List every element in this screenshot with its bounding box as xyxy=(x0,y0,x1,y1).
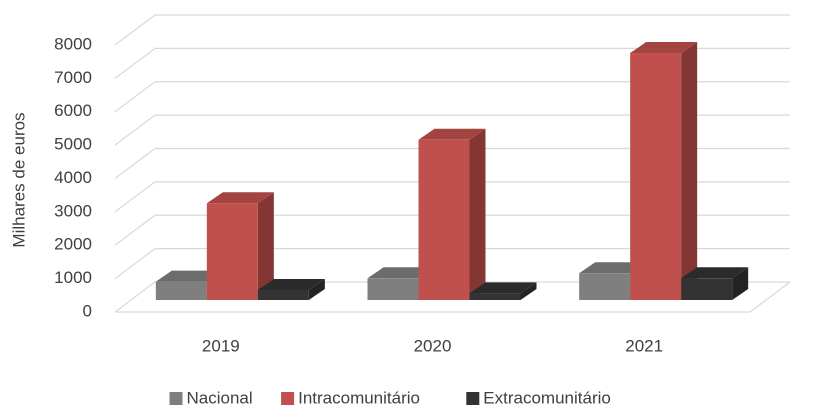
y-tick-label: 5000 xyxy=(54,135,92,154)
bar-front xyxy=(155,281,207,300)
x-tick-label: 2020 xyxy=(414,336,452,355)
bar xyxy=(630,42,698,301)
legend-swatch xyxy=(466,392,480,405)
bar-top xyxy=(579,262,647,274)
y-tick-label: 1000 xyxy=(54,268,92,287)
bar-top xyxy=(155,270,223,282)
bar-front xyxy=(469,293,521,300)
y-tick-label: 2000 xyxy=(54,235,92,254)
bar xyxy=(418,128,486,300)
bar-front xyxy=(206,203,258,300)
y-tick-label: 0 xyxy=(83,301,92,320)
grid-line xyxy=(114,214,790,246)
floor xyxy=(115,281,791,313)
grid-line xyxy=(114,281,790,313)
bar-front xyxy=(630,53,682,301)
bar-top xyxy=(681,267,749,279)
y-tick-label: 4000 xyxy=(54,168,92,187)
bar-front xyxy=(418,139,470,300)
bar-front xyxy=(579,273,631,300)
bar-front xyxy=(257,289,309,300)
bar-top xyxy=(367,267,435,279)
legend-label: Intracomunitário xyxy=(298,388,420,407)
bar-front xyxy=(367,278,419,300)
bar-top xyxy=(418,128,486,140)
y-axis-label: Milhares de euros xyxy=(9,112,28,247)
y-tick-label: 8000 xyxy=(54,34,92,53)
bar-top xyxy=(257,278,325,290)
legend-swatch xyxy=(169,392,183,405)
bar-front xyxy=(681,278,733,300)
y-tick-label: 3000 xyxy=(54,201,92,220)
bar-top xyxy=(469,282,537,294)
bar-side xyxy=(308,278,325,300)
bar xyxy=(469,282,537,300)
legend-label: Extracomunitário xyxy=(483,388,611,407)
y-tick-label: 6000 xyxy=(54,101,92,120)
bar-side xyxy=(257,192,274,300)
bar xyxy=(681,267,749,300)
grid-line xyxy=(114,181,790,213)
grid-line xyxy=(114,114,790,146)
bar-side xyxy=(520,282,537,300)
bar-side xyxy=(681,42,698,301)
bar-top xyxy=(630,42,698,54)
grid-line xyxy=(114,81,790,113)
x-tick-label: 2021 xyxy=(625,336,663,355)
grid-line xyxy=(114,147,790,179)
bar xyxy=(206,192,274,300)
grid-line xyxy=(114,248,790,280)
legend-swatch xyxy=(281,392,295,405)
grid-line xyxy=(114,47,790,79)
bar xyxy=(257,278,325,300)
bar-side xyxy=(732,267,749,300)
grid-line xyxy=(114,14,790,46)
legend-label: Nacional xyxy=(187,388,253,407)
bar-side xyxy=(469,128,486,300)
y-tick-label: 7000 xyxy=(54,68,92,87)
x-tick-label: 2019 xyxy=(202,336,240,355)
bar-top xyxy=(206,192,274,204)
